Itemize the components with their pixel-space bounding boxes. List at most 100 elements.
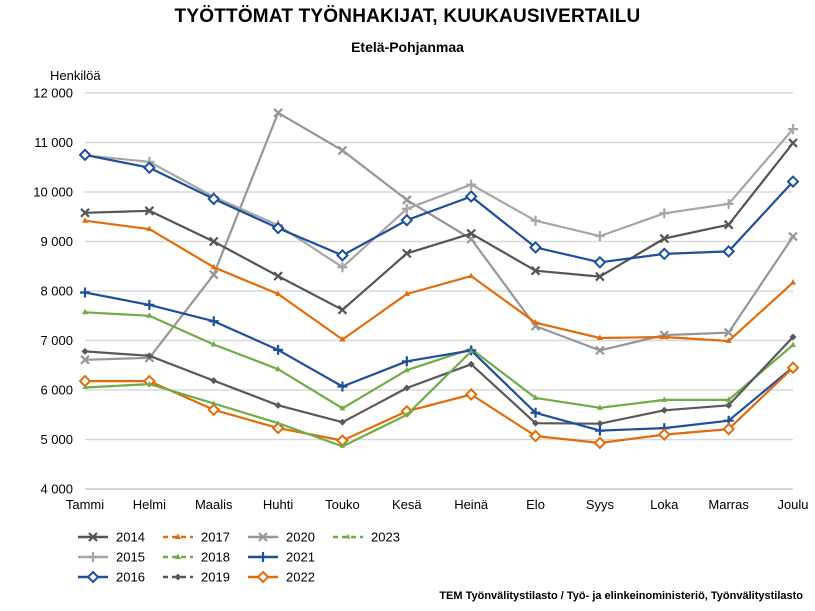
legend-item-2014: 2014 (78, 530, 145, 545)
series-line (84, 128, 794, 269)
data-point (657, 247, 671, 261)
data-point (788, 231, 798, 242)
data-point (175, 533, 181, 539)
legend-label: 2018 (201, 550, 230, 565)
data-point (660, 406, 668, 414)
data-point (529, 429, 542, 443)
data-point (142, 161, 156, 175)
data-point (594, 425, 605, 436)
source-note: TEM Työnvälitystilasto / Työ- ja elinkei… (439, 590, 803, 602)
data-point (403, 290, 410, 296)
data-point (596, 404, 603, 410)
data-point (144, 206, 155, 216)
data-point (337, 262, 348, 273)
data-point (144, 299, 155, 310)
data-point (790, 279, 796, 285)
data-point (661, 333, 668, 340)
data-point (256, 570, 270, 584)
data-point (464, 388, 478, 401)
data-point (468, 272, 475, 279)
data-point (593, 436, 607, 450)
data-point (661, 396, 668, 402)
data-point (273, 344, 284, 355)
data-point (403, 384, 411, 392)
y-tick-label: 7 000 (40, 333, 73, 348)
y-tick-label: 10 000 (33, 185, 73, 200)
legend-item-2020: 2020 (248, 530, 315, 545)
data-point (400, 213, 414, 227)
series-2020 (80, 108, 798, 365)
data-point (82, 217, 88, 223)
legend-label: 2021 (286, 550, 315, 565)
legend-label: 2016 (116, 570, 145, 585)
data-point (657, 428, 671, 441)
data-point (210, 263, 217, 270)
series-2023 (82, 348, 474, 448)
legend-item-2021: 2021 (248, 550, 315, 565)
series-2014 (80, 138, 798, 315)
legend-label: 2023 (371, 530, 400, 545)
series-line (84, 153, 794, 264)
data-point (86, 570, 100, 584)
data-point (275, 365, 282, 372)
data-point (722, 422, 736, 436)
series-line (84, 311, 794, 410)
y-tick-label: 8 000 (40, 284, 73, 299)
data-point (532, 394, 539, 400)
data-point (402, 248, 412, 259)
data-point (532, 319, 539, 325)
data-point (659, 208, 670, 219)
data-point (80, 287, 90, 298)
x-tick-label: Heinä (454, 497, 489, 512)
series-2017 (82, 217, 796, 343)
data-point (211, 400, 217, 405)
legend-item-2023: 2023 (333, 530, 400, 545)
data-point (174, 573, 182, 581)
data-point (271, 421, 285, 435)
y-tick-label: 6 000 (40, 383, 73, 398)
data-point (595, 345, 605, 356)
data-point (786, 361, 800, 375)
data-point (593, 255, 607, 269)
data-point (404, 411, 410, 417)
data-point (723, 327, 734, 338)
data-point (146, 312, 153, 318)
data-point (80, 208, 90, 218)
x-tick-label: Syys (586, 497, 615, 512)
data-point (594, 231, 605, 242)
legend-item-2018: 2018 (163, 550, 230, 565)
data-point (402, 195, 412, 205)
data-point (337, 145, 348, 156)
data-point (273, 108, 283, 118)
data-point (146, 225, 153, 232)
x-tick-label: Helmi (133, 497, 166, 512)
y-tick-labels: 4 000 5 000 6 000 7 000 8 000 9 000 10 000 11 0… (33, 86, 73, 497)
chart-subtitle: Etelä-Pohjanmaa (351, 39, 464, 55)
data-point (403, 366, 410, 373)
series-2022 (78, 361, 800, 450)
data-point (786, 175, 800, 189)
data-point (338, 418, 346, 426)
data-point (336, 248, 349, 262)
y-tick-label: 11 000 (34, 135, 73, 150)
x-tick-label: Kesä (392, 497, 422, 512)
legend-label: 2019 (201, 570, 230, 585)
gridlines (85, 92, 793, 490)
data-point (271, 221, 285, 235)
series-2019 (81, 333, 797, 428)
data-point (207, 192, 221, 206)
data-point (339, 336, 346, 342)
data-point (595, 271, 605, 282)
series-lines (78, 108, 800, 450)
legend: 2014 2015 2016 2017 2018 2019 2020 2021 2022 2023 (78, 530, 400, 585)
data-point (88, 552, 98, 562)
data-point (208, 316, 219, 327)
data-point (401, 203, 412, 214)
data-point (723, 219, 734, 230)
series-2016 (78, 148, 800, 269)
series-line (84, 291, 794, 432)
y-tick-label: 4 000 (40, 482, 73, 497)
data-point (725, 337, 732, 343)
data-point (532, 419, 540, 427)
data-point (337, 305, 348, 315)
